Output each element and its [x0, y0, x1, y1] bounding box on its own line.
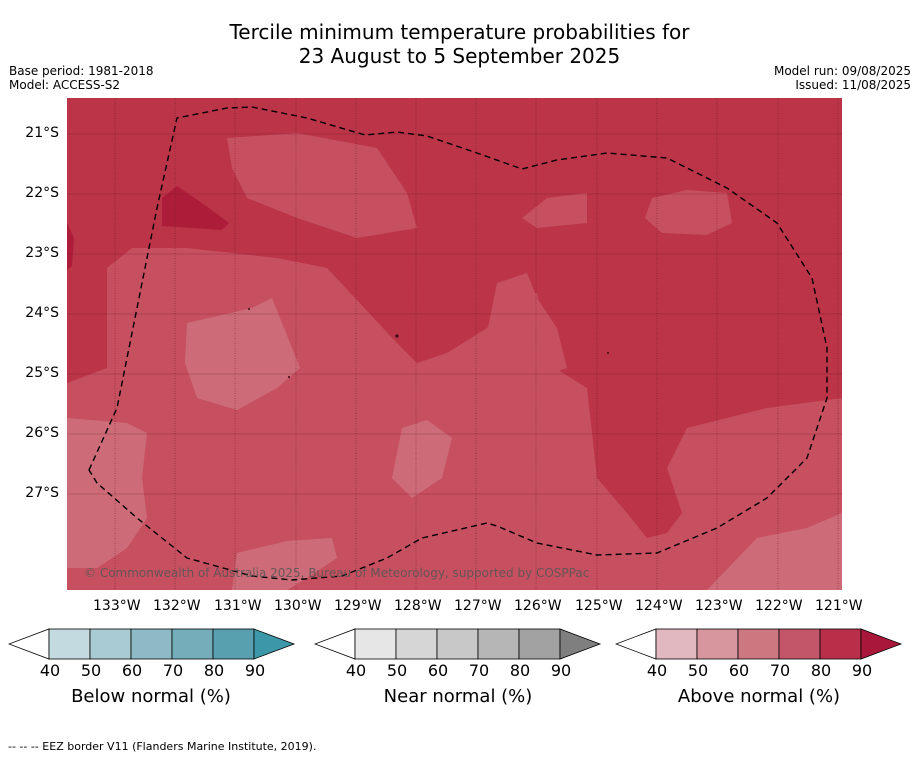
colorbar-tick-label: 40: [39, 661, 61, 680]
issued-date: Issued: 11/08/2025: [795, 78, 911, 92]
probability-map: [67, 98, 842, 590]
colorbar-tick-label: 60: [427, 661, 449, 680]
x-tick-label: 129°W: [334, 598, 382, 614]
colorbar-segment: [395, 628, 438, 660]
model-run: Model run: 09/08/2025: [773, 64, 911, 78]
y-tick-label: 22°S: [25, 185, 59, 201]
x-tick-label: 130°W: [274, 598, 322, 614]
colorbar-segment: [819, 628, 862, 660]
region-above-60-south: [232, 538, 337, 590]
chart-title-line1: Tercile minimum temperature probabilitie…: [229, 20, 690, 44]
colorbar-graphic: [7, 628, 296, 660]
colorbar-segment: [89, 628, 132, 660]
colorbar-tick-label: 80: [509, 661, 531, 680]
x-tick-label: 122°W: [755, 598, 803, 614]
colorbar-title: Below normal (%): [71, 686, 231, 707]
x-tick-label: 127°W: [454, 598, 502, 614]
base-period: Base period: 1981-2018: [9, 64, 154, 78]
colorbar-segment: [696, 628, 739, 660]
region-above-70-center: [482, 273, 567, 388]
region-above-60-west: [185, 298, 300, 410]
model-name: Model: ACCESS-S2: [9, 78, 121, 92]
copyright-notice: © Commonwealth of Australia 2025, Bureau…: [84, 566, 590, 580]
colorbar-segment: [354, 628, 397, 660]
colorbar-title: Near normal (%): [383, 686, 533, 707]
colorbar-segment: [477, 628, 520, 660]
colorbar-title: Above normal (%): [677, 686, 841, 707]
island-marks: [248, 308, 609, 378]
colorbar-graphic: [614, 628, 903, 660]
region-above-70-east: [645, 190, 732, 235]
region-above-70-upper: [227, 133, 417, 238]
region-above-60-se: [707, 513, 842, 590]
colorbar-segment: [436, 628, 479, 660]
colorbar-tick-label: 40: [345, 661, 367, 680]
colorbar-high-extend: [253, 628, 296, 660]
colorbar-tick-label: 60: [728, 661, 750, 680]
y-tick-label: 27°S: [25, 485, 59, 501]
colorbar-tick-label: 80: [810, 661, 832, 680]
colorbar-below-normal: [7, 628, 308, 664]
y-tick-label: 21°S: [25, 125, 59, 141]
x-tick-label: 124°W: [635, 598, 683, 614]
x-tick-label: 131°W: [214, 598, 262, 614]
colorbar-tick-label: 90: [851, 661, 873, 680]
colorbar-high-extend: [559, 628, 602, 660]
colorbar-near-normal: [313, 628, 614, 664]
colorbar-segment: [737, 628, 780, 660]
region-above-70-northeast: [522, 193, 587, 228]
colorbar-tick-label: 80: [203, 661, 225, 680]
colorbar-low-extend: [313, 628, 356, 660]
colorbar-tick-label: 70: [769, 661, 791, 680]
colorbar-tick-label: 90: [550, 661, 572, 680]
colorbar-tick-label: 70: [162, 661, 184, 680]
region-above-90-spot: [162, 186, 229, 230]
x-tick-label: 123°W: [695, 598, 743, 614]
colorbar-segment: [778, 628, 821, 660]
y-tick-label: 26°S: [25, 425, 59, 441]
latitude-lines: [67, 133, 842, 495]
colorbar-tick-label: 60: [121, 661, 143, 680]
colorbar-segment: [655, 628, 698, 660]
y-tick-label: 25°S: [25, 365, 59, 381]
y-tick-label: 24°S: [25, 305, 59, 321]
colorbar-tick-label: 70: [468, 661, 490, 680]
colorbar-tick-label: 50: [80, 661, 102, 680]
colorbar-tick-label: 40: [646, 661, 668, 680]
colorbar-tick-label: 50: [687, 661, 709, 680]
eez-footnote: -- -- -- EEZ border V11 (Flanders Marine…: [8, 740, 317, 753]
colorbar-high-extend: [860, 628, 903, 660]
x-tick-label: 126°W: [514, 598, 562, 614]
x-tick-label: 125°W: [575, 598, 623, 614]
map-canvas: [67, 98, 842, 590]
colorbar-segment: [130, 628, 173, 660]
chart-title-line2: 23 August to 5 September 2025: [298, 44, 621, 68]
colorbar-segment: [48, 628, 91, 660]
colorbar-segment: [212, 628, 255, 660]
eez-border: [88, 106, 828, 581]
colorbar-graphic: [313, 628, 602, 660]
colorbar-low-extend: [614, 628, 657, 660]
region-above-60-center: [392, 420, 452, 498]
colorbar-tick-label: 90: [244, 661, 266, 680]
colorbar-tick-label: 50: [386, 661, 408, 680]
colorbar-segment: [518, 628, 561, 660]
x-tick-label: 132°W: [153, 598, 201, 614]
graticule: [114, 98, 839, 590]
colorbar-low-extend: [7, 628, 50, 660]
colorbar-above-normal: [614, 628, 915, 664]
x-tick-label: 128°W: [394, 598, 442, 614]
y-tick-label: 23°S: [25, 245, 59, 261]
x-tick-label: 133°W: [93, 598, 141, 614]
region-above-60-sw: [67, 418, 147, 568]
colorbar-segment: [171, 628, 214, 660]
region-above-90-edge: [67, 223, 74, 270]
x-tick-label: 121°W: [815, 598, 863, 614]
